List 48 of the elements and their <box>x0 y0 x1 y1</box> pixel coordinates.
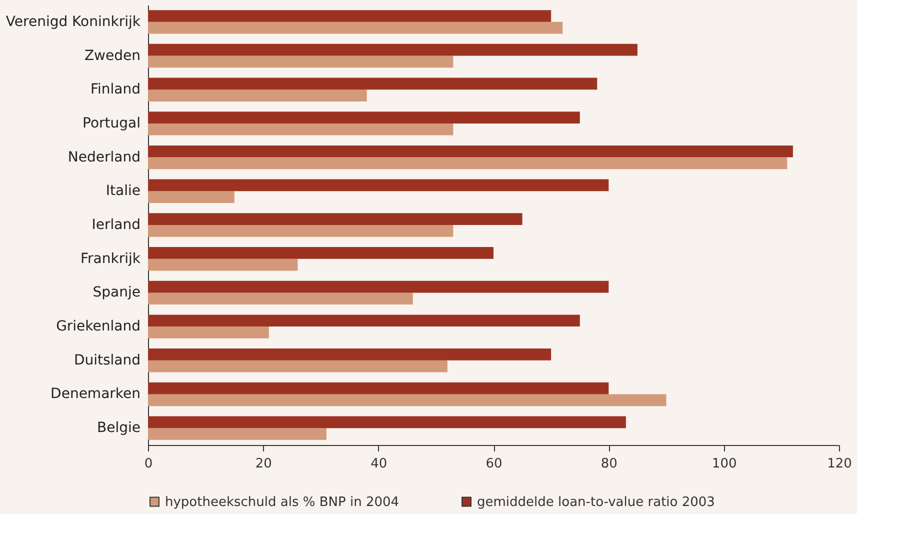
bar <box>148 326 269 338</box>
bar <box>148 191 234 203</box>
y-tick-label: Zweden <box>84 48 140 64</box>
bar <box>148 123 454 136</box>
bar <box>148 145 793 158</box>
bar <box>148 394 666 406</box>
bar <box>148 157 788 170</box>
bar <box>148 78 598 90</box>
bar <box>148 44 638 56</box>
bar <box>148 179 609 192</box>
y-tick-label: Spanje <box>92 284 140 301</box>
x-tick-label: 60 <box>486 456 502 472</box>
bar <box>148 428 327 440</box>
bar <box>148 22 563 34</box>
y-tick-label: Nederland <box>68 149 140 166</box>
bar <box>148 247 494 259</box>
y-tick-label: Italie <box>106 183 140 200</box>
legend-label: hypotheekschuld als % BNP in 2004 <box>165 494 400 510</box>
x-tick-label: 40 <box>370 456 388 472</box>
bar <box>148 292 413 305</box>
y-tick-label: Portugal <box>82 115 140 132</box>
bar <box>148 225 454 237</box>
bar <box>148 10 552 22</box>
bar <box>148 348 552 360</box>
y-tick-label: Denemarken <box>50 386 140 402</box>
bar <box>148 258 298 271</box>
y-tick-label: Duitsland <box>74 352 140 368</box>
bar <box>148 360 448 372</box>
bar <box>148 314 580 327</box>
y-tick-label: Belgie <box>97 420 140 436</box>
x-tick-label: 120 <box>827 456 852 472</box>
y-tick-label: Finland <box>90 82 140 98</box>
x-tick-label: 0 <box>144 456 153 472</box>
bar <box>148 56 454 68</box>
bar <box>148 416 626 428</box>
y-tick-label: Griekenland <box>56 318 140 335</box>
bar <box>148 90 367 102</box>
legend-label: gemiddelde loan-to-value ratio 2003 <box>477 494 715 510</box>
bar <box>148 382 609 394</box>
x-tick-label: 20 <box>255 456 272 472</box>
bar <box>148 112 580 124</box>
x-tick-label: 80 <box>600 456 618 472</box>
x-tick-label: 100 <box>712 456 737 472</box>
y-tick-label: Ierland <box>92 217 140 233</box>
bar <box>148 213 522 225</box>
bar <box>148 280 609 293</box>
y-tick-label: Frankrijk <box>80 250 142 267</box>
y-tick-label: Verenigd Koninkrijk <box>6 14 142 30</box>
